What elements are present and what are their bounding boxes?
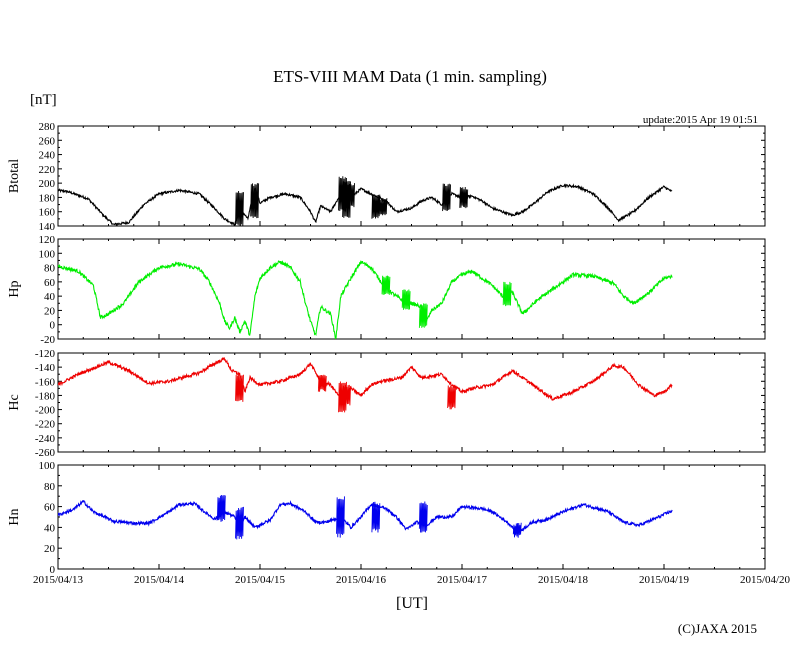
series-spike <box>381 275 391 295</box>
series-spike <box>459 187 469 209</box>
y-tick-label: 80 <box>44 481 56 493</box>
series-line-hn <box>58 500 673 535</box>
series-spike <box>346 183 355 208</box>
y-tick-label: 100 <box>39 460 56 472</box>
series-spike <box>235 190 244 226</box>
y-tick-label: -260 <box>35 447 56 459</box>
x-tick-label: 2015/04/13 <box>33 574 84 586</box>
y-tick-label: 180 <box>39 192 56 204</box>
x-tick-label: 2015/04/18 <box>538 574 589 586</box>
y-tick-label: -20 <box>40 334 55 346</box>
panel-label-hn: Hn <box>7 508 22 525</box>
y-tick-label: -140 <box>35 362 56 374</box>
y-tick-label: 0 <box>50 564 56 576</box>
series-spike <box>447 385 456 410</box>
y-tick-label: 60 <box>44 502 56 514</box>
y-tick-label: -160 <box>35 376 56 388</box>
panels-group: 140160180200220240260280Btotal-200204060… <box>7 121 791 586</box>
y-tick-label: -120 <box>35 348 56 360</box>
y-tick-label: -180 <box>35 390 56 402</box>
y-tick-label: 200 <box>39 178 56 190</box>
y-tick-label: 120 <box>39 234 56 246</box>
x-tick-label: 2015/04/19 <box>639 574 690 586</box>
y-tick-label: 0 <box>50 320 56 332</box>
series-spike <box>371 501 381 533</box>
y-tick-label: 240 <box>39 150 56 162</box>
y-tick-label: 140 <box>39 221 56 233</box>
series-spike <box>336 496 345 538</box>
x-tick-label: 2015/04/17 <box>437 574 488 586</box>
series-spike <box>442 183 451 212</box>
series-spike <box>401 289 411 310</box>
x-tick-label: 2015/04/14 <box>134 574 185 586</box>
y-tick-label: 60 <box>44 277 56 289</box>
series-spike <box>338 176 347 212</box>
y-tick-label: 40 <box>44 291 56 303</box>
panel-label-hc: Hc <box>7 394 22 410</box>
series-spike <box>235 374 244 402</box>
series-spike <box>502 281 512 307</box>
series-spike <box>378 198 388 216</box>
series-spike <box>250 183 260 219</box>
panel-hp: -20 0 20 40 60 80 100 120 Hp <box>7 234 766 346</box>
y-tick-label: 220 <box>39 164 56 176</box>
units-label: [nT] <box>30 92 57 108</box>
y-tick-label: 20 <box>44 305 56 317</box>
panel-label-btotal: Btotal <box>7 159 22 193</box>
x-tick-label: 2015/04/16 <box>336 574 387 586</box>
series-spike <box>418 501 428 533</box>
panel-frame <box>57 125 766 227</box>
series-spike <box>216 494 226 522</box>
series-spike <box>512 522 522 538</box>
y-tick-label: 100 <box>39 248 56 260</box>
y-tick-label: -220 <box>35 419 56 431</box>
series-spike <box>418 303 428 328</box>
y-tick-label: 280 <box>39 121 56 133</box>
series-line-hc <box>58 356 673 401</box>
panel-frame <box>57 238 766 340</box>
y-tick-label: 20 <box>44 543 56 555</box>
series-line-hp <box>58 259 673 339</box>
chart-title: ETS-VIII MAM Data (1 min. sampling) <box>273 67 547 86</box>
x-tick-label: 2015/04/15 <box>235 574 286 586</box>
y-tick-label: -240 <box>35 433 56 445</box>
panel-label-hp: Hp <box>7 280 22 297</box>
series-spike <box>371 194 381 219</box>
series-line-btotal <box>58 183 673 226</box>
panel-hc: -260 -240 -220 -200 -180 -160 -140 -120 Hc <box>7 348 766 459</box>
x-axis-label: [UT] <box>396 595 428 612</box>
series-spike <box>317 374 327 392</box>
y-tick-label: 260 <box>39 135 56 147</box>
x-tick-label: 2015/04/20 <box>740 574 791 586</box>
y-tick-label: 80 <box>44 263 56 275</box>
y-tick-label: 40 <box>44 522 56 534</box>
panel-hn: 0 20 40 60 80 100 Hn <box>7 460 766 576</box>
update-text: update:2015 Apr 19 01:51 <box>643 114 758 126</box>
y-tick-label: 160 <box>39 207 56 219</box>
panel-btotal: 140 160 180 200 220 240 260 280 Btotal <box>7 121 766 233</box>
series-spike <box>342 384 351 406</box>
series-spike <box>235 506 244 540</box>
y-tick-label: -200 <box>35 405 56 417</box>
copyright-text: (C)JAXA 2015 <box>678 621 757 636</box>
